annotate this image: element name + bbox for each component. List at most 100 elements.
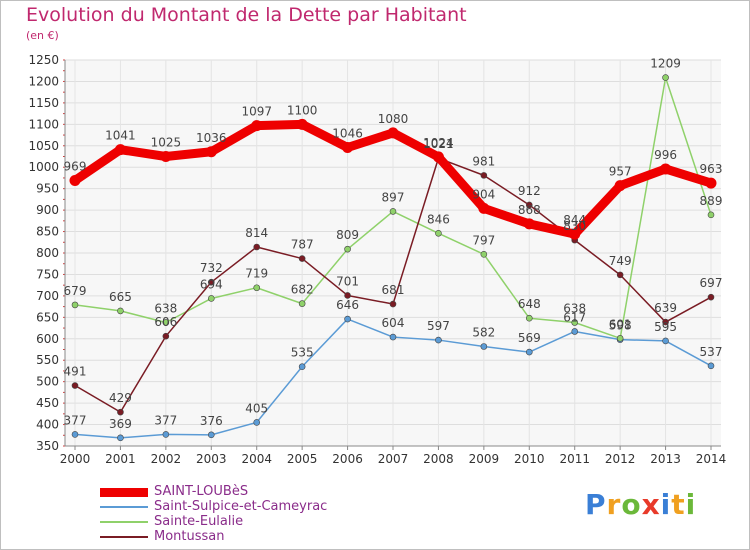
data-point	[162, 319, 170, 326]
legend-label: SAINT-LOUBèS	[154, 484, 249, 499]
data-point	[298, 363, 306, 370]
legend-swatch	[100, 487, 148, 497]
data-point	[253, 284, 261, 292]
y-tick-label: 450	[36, 396, 59, 410]
x-tick-label: 2009	[469, 452, 500, 466]
data-label: 595	[654, 320, 677, 334]
data-point	[571, 319, 579, 326]
data-label: 697	[700, 276, 723, 290]
data-point	[662, 318, 669, 326]
data-label: 1024	[423, 136, 454, 150]
y-tick-label: 1000	[28, 160, 59, 174]
data-point	[616, 271, 624, 279]
data-point	[480, 172, 488, 179]
data-label: 648	[518, 297, 541, 311]
y-tick-label: 950	[36, 182, 59, 196]
data-label: 369	[109, 417, 132, 431]
chart-legend: SAINT-LOUBèS Saint-Sulpice-et-Cameyrac Sai…	[100, 484, 400, 545]
data-point	[162, 332, 170, 340]
x-tick-label: 2013	[650, 452, 681, 466]
y-tick-label: 800	[36, 246, 59, 260]
data-label: 844	[563, 213, 586, 227]
x-tick-label: 2007	[378, 452, 409, 466]
data-point	[525, 314, 533, 322]
data-point	[707, 362, 715, 370]
x-tick-label: 2003	[196, 452, 227, 466]
data-label: 617	[563, 310, 586, 324]
data-label: 787	[291, 238, 314, 252]
x-tick-label: 2002	[151, 452, 182, 466]
data-label: 897	[382, 190, 405, 204]
data-point	[71, 431, 79, 438]
data-point	[298, 300, 306, 307]
data-point	[253, 243, 261, 251]
logo-letter: i	[685, 488, 697, 521]
legend-item: Sainte-Eulalie	[100, 514, 400, 530]
data-point	[525, 348, 533, 356]
data-point	[480, 343, 488, 350]
data-label: 957	[609, 165, 632, 179]
data-label: 904	[472, 187, 495, 201]
data-point	[616, 335, 624, 342]
data-label: 701	[336, 274, 359, 288]
data-label: 569	[518, 331, 541, 345]
data-point	[389, 300, 397, 308]
data-point	[205, 146, 217, 158]
data-label: 537	[700, 345, 723, 359]
data-point	[344, 292, 351, 299]
data-label: 889	[700, 194, 723, 208]
data-label: 732	[200, 261, 223, 275]
legend-label: Sainte-Eulalie	[154, 514, 244, 529]
y-tick-label: 550	[36, 353, 59, 367]
data-label: 665	[109, 290, 132, 304]
data-point	[117, 307, 124, 315]
data-label: 679	[64, 284, 87, 298]
data-point	[207, 431, 215, 439]
data-label: 376	[200, 414, 223, 428]
y-tick-label: 1150	[28, 96, 59, 110]
legend-item: Saint-Sulpice-et-Cameyrac	[100, 499, 400, 515]
data-point	[523, 218, 535, 230]
data-point	[571, 328, 579, 335]
y-tick-label: 900	[36, 203, 59, 217]
data-point	[296, 118, 308, 130]
data-label: 582	[472, 325, 495, 339]
x-tick-label: 2005	[287, 452, 318, 466]
chart-title: Evolution du Montant de la Dette par Hab…	[26, 4, 467, 26]
y-tick-label: 350	[36, 439, 59, 453]
data-label: 606	[154, 315, 177, 329]
y-tick-label: 700	[36, 289, 59, 303]
data-label: 646	[336, 298, 359, 312]
data-point	[705, 177, 717, 189]
data-label: 749	[609, 254, 632, 268]
data-point	[707, 211, 715, 219]
y-tick-label: 1250	[28, 53, 59, 67]
data-point	[344, 315, 351, 323]
data-point	[117, 434, 124, 442]
data-point	[662, 74, 669, 81]
legend-label: Saint-Sulpice-et-Cameyrac	[154, 499, 328, 514]
logo-letter: t	[671, 488, 686, 521]
data-label: 682	[291, 283, 314, 297]
data-label: 1021	[423, 137, 454, 151]
data-point	[389, 208, 397, 215]
data-point	[389, 333, 397, 341]
y-tick-label: 1100	[28, 117, 59, 131]
legend-swatch	[100, 506, 148, 508]
y-tick-label: 850	[36, 225, 59, 239]
data-label: 405	[245, 401, 268, 415]
data-point	[342, 141, 354, 153]
data-point	[432, 151, 444, 163]
x-tick-label: 2011	[559, 452, 590, 466]
data-label: 491	[64, 365, 87, 379]
data-label: 377	[154, 413, 177, 427]
data-label: 639	[654, 301, 677, 315]
x-tick-label: 2004	[241, 452, 272, 466]
data-label: 429	[109, 391, 132, 405]
logo-letter: o	[621, 488, 642, 521]
data-label: 969	[64, 160, 87, 174]
y-tick-label: 1050	[28, 139, 59, 153]
legend-item: SAINT-LOUBèS	[100, 484, 400, 500]
data-point	[160, 151, 172, 162]
data-point	[71, 301, 79, 309]
